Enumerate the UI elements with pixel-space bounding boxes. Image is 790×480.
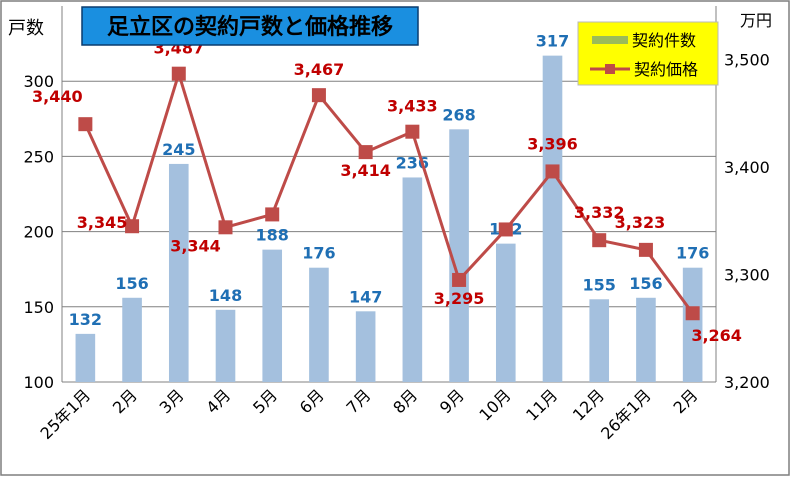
line-marker	[171, 66, 186, 81]
line-marker	[78, 117, 93, 132]
bar-data-label: 147	[349, 287, 382, 306]
line-marker	[218, 220, 233, 235]
line-data-label: 3,323	[615, 213, 666, 232]
bar-data-label: 317	[536, 32, 569, 51]
bar	[589, 299, 610, 382]
bar	[636, 297, 656, 382]
line-data-label: 3,440	[32, 87, 83, 106]
line-marker	[685, 306, 700, 321]
left-tick-label: 300	[23, 72, 54, 91]
bar-data-label: 156	[115, 274, 148, 293]
bar-data-label: 148	[209, 286, 242, 305]
bar-data-label: 176	[676, 244, 709, 263]
bar-data-label: 268	[442, 105, 475, 124]
right-tick-label: 3,500	[724, 51, 770, 70]
line-marker	[265, 207, 280, 222]
bar	[542, 55, 563, 383]
line-data-label: 3,414	[340, 161, 391, 180]
line-marker	[358, 145, 373, 160]
legend-bar-label: 契約件数	[632, 31, 696, 50]
left-tick-label: 150	[23, 298, 54, 317]
bar-data-label: 156	[629, 274, 662, 293]
left-tick-label: 250	[23, 147, 54, 166]
bar-data-label: 155	[583, 275, 616, 294]
right-tick-label: 3,400	[724, 158, 770, 177]
bar	[122, 297, 142, 382]
bar	[75, 333, 96, 382]
line-data-label: 3,433	[387, 97, 438, 116]
legend: 契約件数 契約価格	[577, 21, 719, 86]
bar-series	[75, 55, 703, 383]
line-marker	[545, 164, 560, 179]
bar	[402, 177, 423, 382]
line-marker	[125, 219, 140, 234]
bar	[168, 163, 189, 382]
line-data-label: 3,396	[527, 134, 578, 153]
legend-box	[577, 21, 719, 86]
bar	[449, 129, 469, 382]
right-axis-label: 万円	[740, 11, 772, 30]
bar	[262, 249, 283, 382]
left-tick-label: 200	[23, 223, 54, 242]
left-axis-ticks: 100 150 200 250 300	[23, 72, 54, 392]
chart-title-box: 足立区の契約戸数と価格推移	[81, 6, 419, 46]
line-data-label: 3,345	[77, 213, 128, 232]
bar	[355, 311, 376, 382]
legend-bar-swatch	[592, 36, 628, 44]
line-marker	[498, 222, 513, 237]
line-data-label: 3,344	[170, 236, 221, 255]
line-marker	[638, 242, 653, 257]
bar-data-label: 245	[162, 140, 195, 159]
line-data-label: 3,264	[691, 326, 742, 345]
bar	[495, 243, 516, 382]
right-tick-label: 3,200	[724, 373, 770, 392]
bar-data-labels: 1321562451481881761472362681923171551561…	[69, 32, 710, 329]
title-background	[81, 6, 419, 46]
line-data-label: 3,295	[434, 289, 485, 308]
right-tick-label: 3,300	[724, 266, 770, 285]
line-series	[78, 66, 700, 321]
chart-title: 足立区の契約戸数と価格推移	[107, 14, 393, 40]
right-axis-ticks: 3,200 3,300 3,400 3,500	[724, 51, 770, 392]
line-marker	[405, 124, 420, 139]
bar	[309, 267, 329, 382]
line-marker	[452, 272, 467, 287]
line-data-label: 3,467	[294, 60, 345, 79]
bar-data-label: 188	[256, 226, 289, 245]
legend-line-marker	[605, 64, 615, 74]
legend-line-label: 契約価格	[634, 60, 698, 79]
left-tick-label: 100	[23, 373, 54, 392]
bar	[215, 309, 236, 382]
price-line	[83, 72, 694, 315]
bar-data-label: 176	[302, 244, 335, 263]
line-marker	[592, 233, 607, 248]
bar	[682, 267, 703, 382]
left-axis-label: 戸数	[8, 18, 44, 39]
line-marker	[311, 88, 326, 103]
line-data-label: 3,332	[574, 203, 625, 222]
bar-data-label: 132	[69, 310, 102, 329]
